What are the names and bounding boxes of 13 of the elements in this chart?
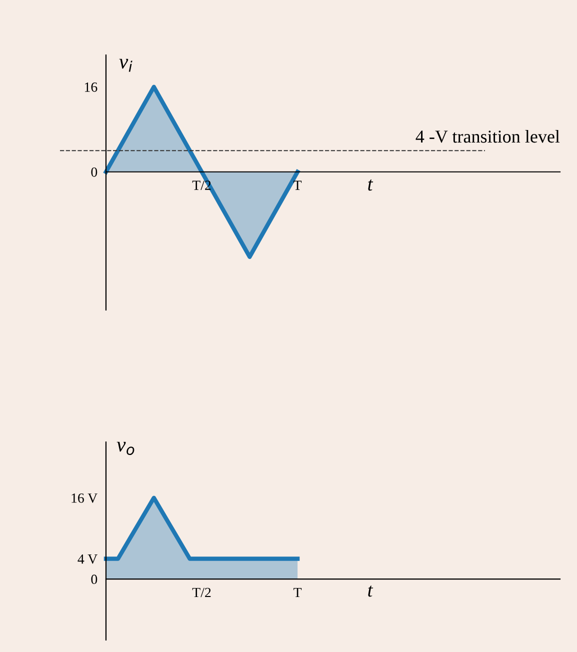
x-tick-label: T [294,588,302,598]
x-tick-label: T/2 [192,588,211,598]
y-tick-label: 16 [84,82,98,92]
y-axis-title: v$_{i}$ [119,58,132,72]
y-tick-label: 0 [91,167,98,177]
y-tick-label: 4 V [78,554,98,564]
y-tick-label: 16 V [72,493,98,503]
y-axis-title: v$_{o}$ [116,442,134,456]
ref-line-label: 4 -V transition level [416,130,560,143]
x-axis-title: t [368,180,374,191]
x-axis-title: t [368,586,374,597]
x-tick-label: T [294,180,302,190]
y-tick-label: 0 [91,574,98,584]
